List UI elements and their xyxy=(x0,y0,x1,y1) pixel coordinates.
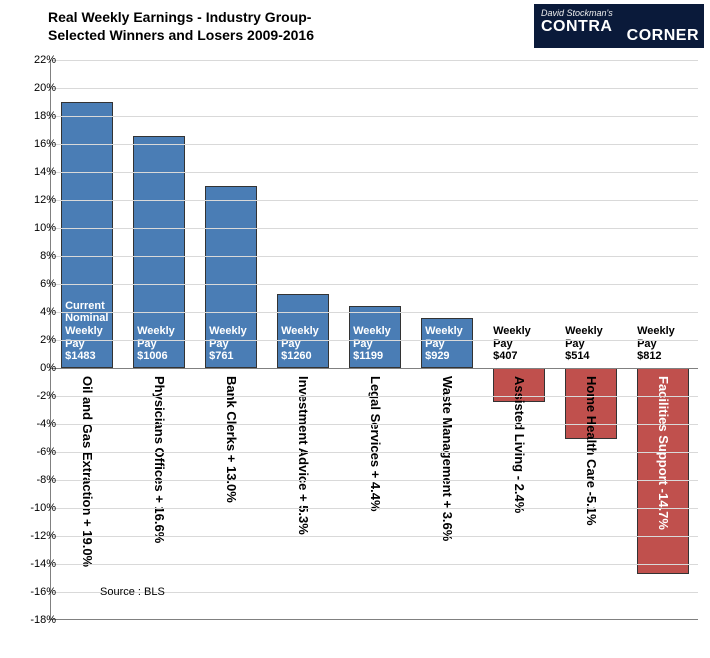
y-tick-label: 16% xyxy=(16,138,56,150)
y-tick-label: -2% xyxy=(16,390,56,402)
bar-category-label: Investment Advice + 5.3% xyxy=(296,376,311,535)
brand-logo: David Stockman's CONTRA CORNER xyxy=(534,4,704,48)
bar-pay-label: Weekly Pay $812 xyxy=(637,325,689,363)
chart-title: Real Weekly Earnings - Industry Group- S… xyxy=(48,8,314,44)
y-tick-label: -8% xyxy=(16,474,56,486)
y-tick-label: 10% xyxy=(16,222,56,234)
grid-line xyxy=(51,228,698,229)
grid-line xyxy=(51,256,698,257)
bar-category-label: Waste Management + 3.6% xyxy=(440,376,455,541)
bar-pay-label: Weekly Pay $929 xyxy=(425,325,471,363)
bar-pay-label: Weekly Pay $514 xyxy=(565,325,617,363)
bar-pay-label: Weekly Pay $407 xyxy=(493,325,545,363)
bar-category-label: Oil and Gas Extraction + 19.0% xyxy=(80,376,95,567)
y-tick-label: 2% xyxy=(16,334,56,346)
grid-line xyxy=(51,312,698,313)
grid-line xyxy=(51,88,698,89)
grid-line xyxy=(51,60,698,61)
y-tick-label: 6% xyxy=(16,278,56,290)
grid-line xyxy=(51,172,698,173)
bar-pay-label: Weekly Pay $761 xyxy=(209,325,255,363)
bar-pay-label: Weekly Pay $1260 xyxy=(281,325,327,363)
grid-line xyxy=(51,284,698,285)
bar-category-label: Physicians Offices + 16.6% xyxy=(152,376,167,543)
zero-line xyxy=(51,368,698,369)
grid-line xyxy=(51,564,698,565)
bar-pay-label: Current Nominal Weekly Pay $1483 xyxy=(65,300,111,363)
y-tick-label: 22% xyxy=(16,54,56,66)
grid-line xyxy=(51,424,698,425)
grid-line xyxy=(51,508,698,509)
y-tick-label: -4% xyxy=(16,418,56,430)
plot-area: Current Nominal Weekly Pay $1483 Oil and … xyxy=(50,60,698,620)
grid-line xyxy=(51,396,698,397)
y-tick-label: -18% xyxy=(16,614,56,626)
grid-line xyxy=(51,340,698,341)
logo-brand-top: CONTRA xyxy=(541,18,612,35)
y-tick-label: 14% xyxy=(16,166,56,178)
logo-tagline: David Stockman's xyxy=(541,8,697,18)
y-tick-label: 18% xyxy=(16,110,56,122)
y-tick-label: -16% xyxy=(16,586,56,598)
y-tick-label: -14% xyxy=(16,558,56,570)
grid-line xyxy=(51,200,698,201)
bar-category-label: Home Health Care -5.1% xyxy=(584,376,599,526)
y-tick-label: 12% xyxy=(16,194,56,206)
y-tick-label: 4% xyxy=(16,306,56,318)
y-tick-label: 0% xyxy=(16,362,56,374)
grid-line xyxy=(51,536,698,537)
source-note: Source : BLS xyxy=(100,586,165,598)
bar-pay-label: Weekly Pay $1006 xyxy=(137,325,183,363)
logo-brand-bottom: CORNER xyxy=(627,27,699,44)
y-tick-label: 8% xyxy=(16,250,56,262)
grid-line xyxy=(51,144,698,145)
y-tick-label: 20% xyxy=(16,82,56,94)
bar-pay-label: Weekly Pay $1199 xyxy=(353,325,399,363)
chart-container: Real Weekly Earnings - Industry Group- S… xyxy=(0,0,710,658)
y-tick-label: -12% xyxy=(16,530,56,542)
y-tick-label: -10% xyxy=(16,502,56,514)
grid-line xyxy=(51,452,698,453)
y-tick-label: -6% xyxy=(16,446,56,458)
grid-line xyxy=(51,480,698,481)
grid-line xyxy=(51,116,698,117)
